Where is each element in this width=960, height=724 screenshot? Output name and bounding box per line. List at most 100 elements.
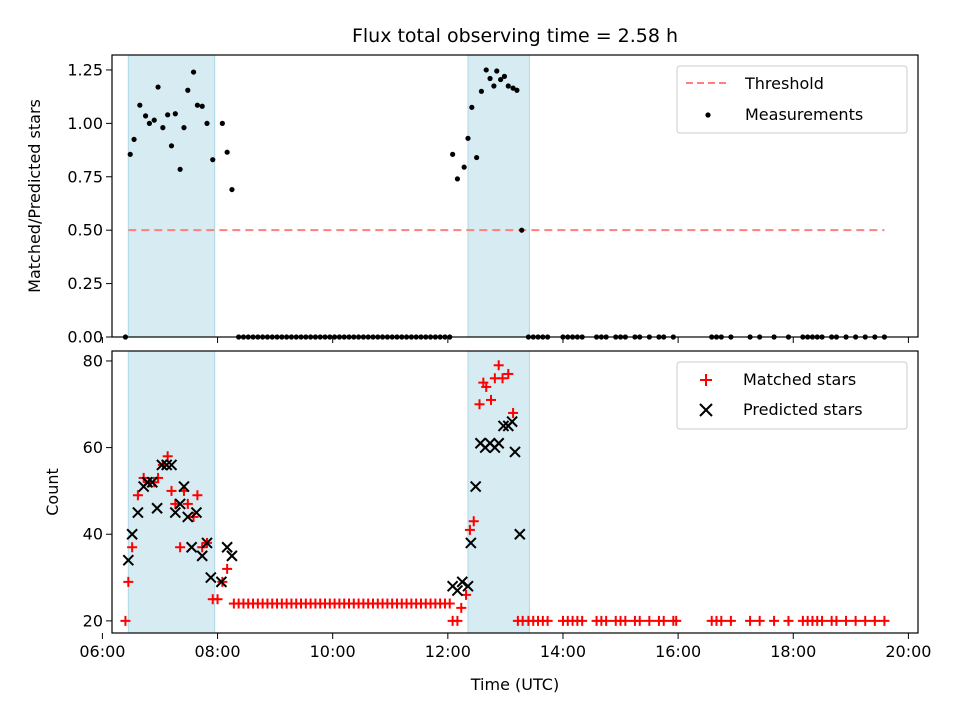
- legend-measurements-swatch: [705, 112, 711, 118]
- predicted-stars-point: [156, 459, 168, 471]
- measurement-point: [155, 84, 161, 90]
- measurement-point: [131, 136, 137, 142]
- measurement-point: [478, 88, 485, 94]
- matched-stars-point: [644, 615, 655, 626]
- measurement-point: [224, 149, 230, 155]
- x-tick-label: 16:00: [655, 642, 701, 661]
- predicted-stars-point: [226, 550, 238, 562]
- legend-matched-swatch: [700, 374, 712, 386]
- x-tick-label: 20:00: [885, 642, 931, 661]
- bottom-y-axis-label: Count: [43, 468, 62, 516]
- legend-predicted-label: Predicted stars: [743, 400, 863, 419]
- y-tick-label: 0.50: [67, 221, 103, 240]
- predicted-stars-point: [165, 459, 178, 471]
- bottom-plot-frame: [111, 350, 919, 634]
- predicted-stars-point: [465, 537, 477, 549]
- x-tick-label: 14:00: [540, 642, 586, 661]
- measurement-point: [181, 125, 187, 131]
- legend-measurements-label: Measurements: [745, 105, 863, 124]
- matched-stars-point: [474, 399, 485, 410]
- bottom-legend-box: [676, 361, 908, 430]
- measurement-point: [185, 87, 191, 93]
- matched-stars-point: [831, 615, 842, 626]
- measurement-point: [519, 227, 525, 233]
- y-tick-label: 40: [83, 525, 103, 544]
- predicted-stars-point: [151, 502, 163, 514]
- measurement-point: [177, 166, 183, 172]
- measurement-point: [142, 113, 149, 119]
- y-tick-label: 20: [83, 611, 103, 630]
- shaded-interval-1: [127, 54, 216, 338]
- measurement-point: [127, 151, 133, 157]
- x-tick-label: 08:00: [194, 642, 240, 661]
- measurement-point: [514, 87, 520, 93]
- top-plot-frame: [111, 54, 919, 338]
- matched-stars-point: [170, 498, 181, 509]
- matched-stars-point: [452, 615, 463, 626]
- predicted-stars-point: [185, 541, 198, 553]
- x-tick-label: 10:00: [310, 642, 356, 661]
- top-x-ticks: [101, 337, 909, 343]
- measurement-point: [199, 103, 205, 109]
- predicted-stars-point: [126, 528, 138, 540]
- matched-stars-point: [464, 524, 475, 535]
- matched-stars-point: [123, 576, 134, 587]
- matched-stars-point: [577, 615, 588, 626]
- matched-stars-point: [860, 615, 871, 626]
- matched-stars-point: [634, 615, 645, 626]
- measurement-point: [450, 151, 456, 157]
- matched-stars-point: [212, 594, 223, 605]
- bottom-x-ticks: 06:00 08:00 10:00 12:00 14:00 16:00 18:00 20:00: [79, 633, 931, 661]
- matched-stars-point: [716, 615, 727, 626]
- measurement-point: [160, 125, 166, 131]
- y-tick-label: 60: [83, 438, 103, 457]
- top-title: Flux total observing time = 2.58 h: [352, 25, 678, 47]
- top-shaded-intervals: [127, 54, 530, 338]
- matched-stars-point: [508, 407, 519, 418]
- measurement-point: [219, 120, 225, 126]
- predicted-stars-point: [215, 576, 228, 588]
- matched-stars-point: [481, 381, 492, 392]
- y-tick-label: 1.25: [67, 60, 103, 79]
- predicted-stars-point: [122, 554, 135, 566]
- measurement-point: [229, 186, 235, 193]
- x-tick-label: 18:00: [770, 642, 816, 661]
- matched-stars-point: [175, 542, 186, 553]
- measurement-point: [469, 104, 475, 110]
- predicted-stars-point: [451, 584, 464, 597]
- predicted-stars-point: [160, 459, 173, 471]
- matched-stars-point: [671, 615, 682, 626]
- legend-matched-label: Matched stars: [743, 370, 856, 389]
- predicted-stars-point: [506, 415, 518, 428]
- measurement-point: [210, 157, 216, 163]
- measurement-point: [204, 120, 210, 126]
- predicted-stars-point: [146, 476, 159, 488]
- matched-stars-point: [869, 615, 880, 626]
- legend-threshold-label: Threshold: [744, 74, 824, 93]
- predicted-stars-point: [196, 550, 208, 562]
- matched-stars-point: [850, 615, 861, 626]
- predicted-stars-point: [178, 480, 190, 493]
- shaded-interval-2: [467, 350, 530, 634]
- x-tick-label: 12:00: [425, 642, 471, 661]
- predicted-stars-point: [462, 580, 474, 592]
- matched-stars-point: [542, 615, 553, 626]
- measurement-point: [151, 117, 157, 123]
- matched-stars-point: [754, 615, 765, 626]
- matched-stars-point: [456, 602, 467, 613]
- measurement-point: [487, 75, 493, 82]
- bottom-panel: 20 40 60 80 06:00 08:00 10:00 12:00 14:00 16:00 1…: [43, 350, 931, 694]
- matched-stars-point: [503, 368, 514, 379]
- predicted-stars-point: [169, 506, 182, 519]
- predicted-stars-point: [456, 576, 468, 588]
- top-y-ticks: 0.00 0.25 0.50 0.75 1.00 1.25: [67, 60, 112, 347]
- y-tick-label: 80: [83, 351, 103, 370]
- matched-stars-point: [468, 516, 479, 527]
- predicted-stars-point: [509, 446, 521, 458]
- matched-stars-point: [162, 451, 173, 462]
- x-tick-label: 06:00: [79, 642, 125, 661]
- matched-stars-point: [120, 615, 131, 626]
- predicted-stars-point: [205, 571, 217, 584]
- measurement-point: [461, 164, 467, 170]
- matched-stars-point: [153, 472, 164, 483]
